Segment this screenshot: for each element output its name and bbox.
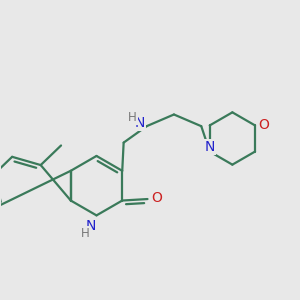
Text: O: O (258, 118, 269, 132)
Text: H: H (81, 227, 90, 240)
Text: H: H (128, 111, 137, 124)
Text: N: N (135, 116, 145, 130)
Text: N: N (86, 219, 96, 233)
Text: O: O (151, 190, 162, 205)
Text: N: N (205, 140, 215, 154)
